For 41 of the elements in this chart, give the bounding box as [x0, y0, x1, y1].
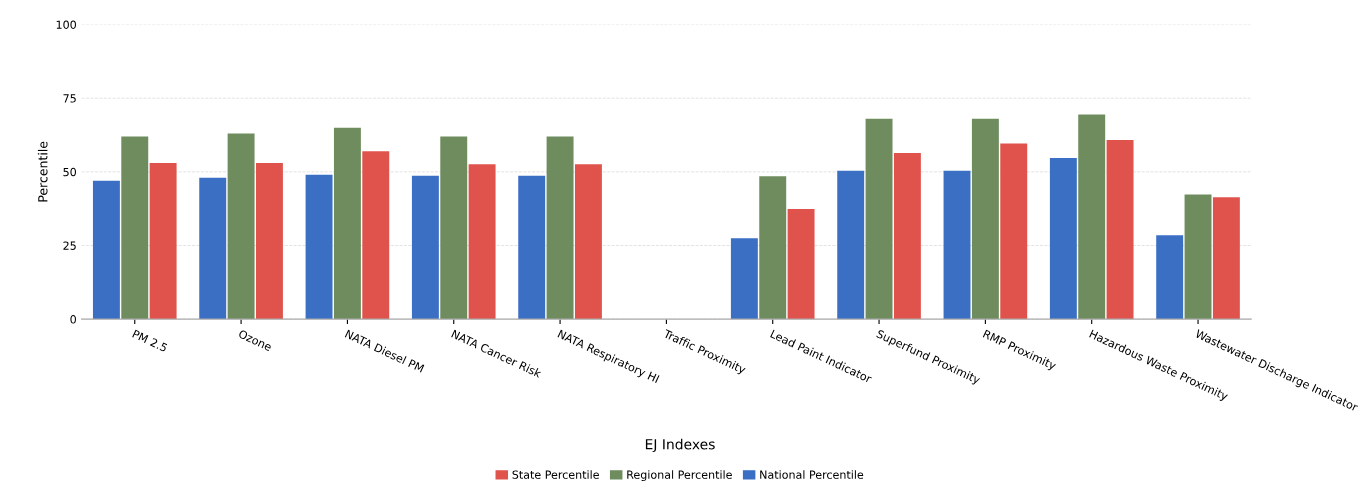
- bar: [1212, 197, 1240, 320]
- y-tick-label: 25: [63, 241, 76, 250]
- bar: [787, 208, 815, 320]
- bar: [1156, 235, 1184, 320]
- bar: [1106, 140, 1134, 320]
- legend-label: Regional Percentile: [627, 470, 732, 481]
- bar: [1000, 143, 1028, 320]
- bar: [227, 133, 255, 320]
- bar: [333, 127, 361, 320]
- bar: [149, 163, 177, 320]
- bar: [199, 177, 227, 320]
- x-tick-label: PM 2.5: [132, 329, 168, 353]
- y-tick-label: 100: [56, 20, 76, 29]
- y-tick-label: 75: [63, 94, 76, 103]
- bar: [255, 163, 283, 320]
- bar: [546, 136, 574, 320]
- bar: [1078, 114, 1106, 320]
- bar: [518, 175, 546, 320]
- bar: [943, 170, 971, 320]
- bar: [411, 175, 439, 320]
- bar: [1184, 194, 1212, 320]
- bar: [468, 164, 496, 320]
- bar: [865, 118, 893, 320]
- bar: [837, 170, 865, 320]
- bar: [971, 118, 999, 320]
- bar: [730, 238, 758, 320]
- y-tick-label: 0: [70, 315, 76, 324]
- bar: [893, 153, 921, 320]
- y-axis-title: Percentile: [37, 141, 48, 202]
- bar: [440, 136, 468, 320]
- bar: [305, 174, 333, 320]
- y-tick-label: 50: [63, 167, 76, 177]
- legend-label: State Percentile: [512, 470, 599, 479]
- bar: [574, 164, 602, 320]
- bar: [92, 180, 120, 320]
- x-axis-title: EJ Indexes: [645, 438, 715, 453]
- bar: [121, 136, 149, 320]
- bar: [362, 151, 390, 320]
- legend-label: National Percentile: [760, 470, 864, 479]
- bar: [759, 176, 787, 320]
- bar: [1049, 158, 1077, 320]
